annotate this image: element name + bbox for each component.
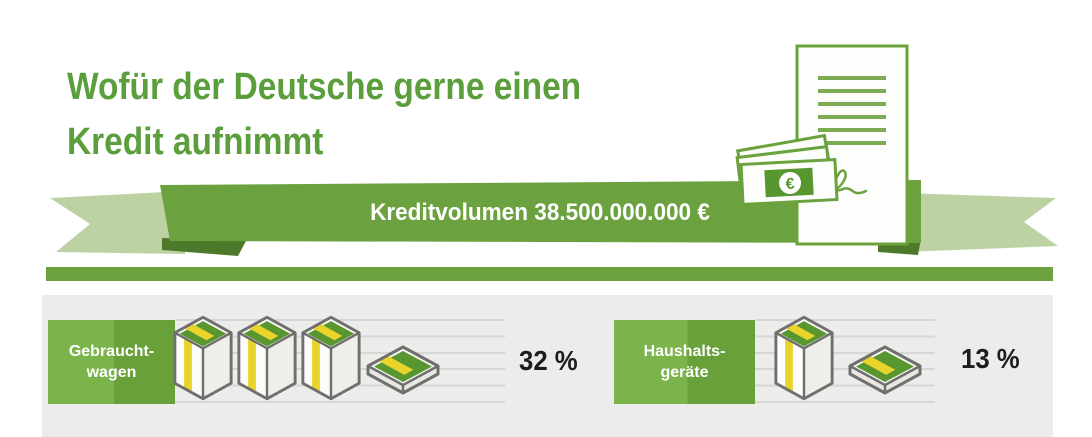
euro-banknotes-icon: €	[735, 133, 839, 207]
category-label-line2: wagen	[86, 364, 137, 381]
divider-bar	[46, 267, 1053, 281]
ribbon-left-tail	[50, 191, 185, 254]
ribbon-center-band	[160, 180, 921, 243]
category-label-line1: Haushalts-	[643, 343, 726, 360]
ribbon-fold-left	[162, 238, 246, 256]
value-haushaltsgeraete: 13 %	[961, 343, 1020, 374]
page-title: Wofür der Deutsche gerne einen Kredit au…	[67, 60, 581, 170]
ribbon-right-tail	[902, 193, 1058, 252]
money-stack-icon	[299, 313, 363, 403]
money-stack-icon	[235, 313, 299, 403]
category-label-haushaltsgeraete: Haushalts- geräte	[614, 320, 755, 404]
money-stack-icon	[772, 313, 836, 403]
banner-caption: Kreditvolumen 38.500.000.000 €	[370, 199, 710, 226]
money-stack-icon	[171, 313, 235, 403]
single-banknote-icon	[846, 344, 924, 402]
category-label-gebrauchtwagen: Gebraucht- wagen	[48, 320, 175, 404]
contract-text-lines	[818, 76, 886, 145]
ribbon-banner: €	[50, 44, 1058, 256]
euro-symbol: €	[785, 176, 795, 193]
banknote-front: €	[739, 157, 839, 207]
category-label-line2: geräte	[660, 364, 709, 381]
page-title-line1: Wofür der Deutsche gerne einen	[67, 66, 582, 108]
value-gebrauchtwagen: 32 %	[519, 345, 578, 376]
single-banknote-icon	[364, 344, 442, 402]
page-title-line2: Kredit aufnimmt	[67, 121, 324, 163]
category-label-line1: Gebraucht-	[68, 343, 155, 360]
